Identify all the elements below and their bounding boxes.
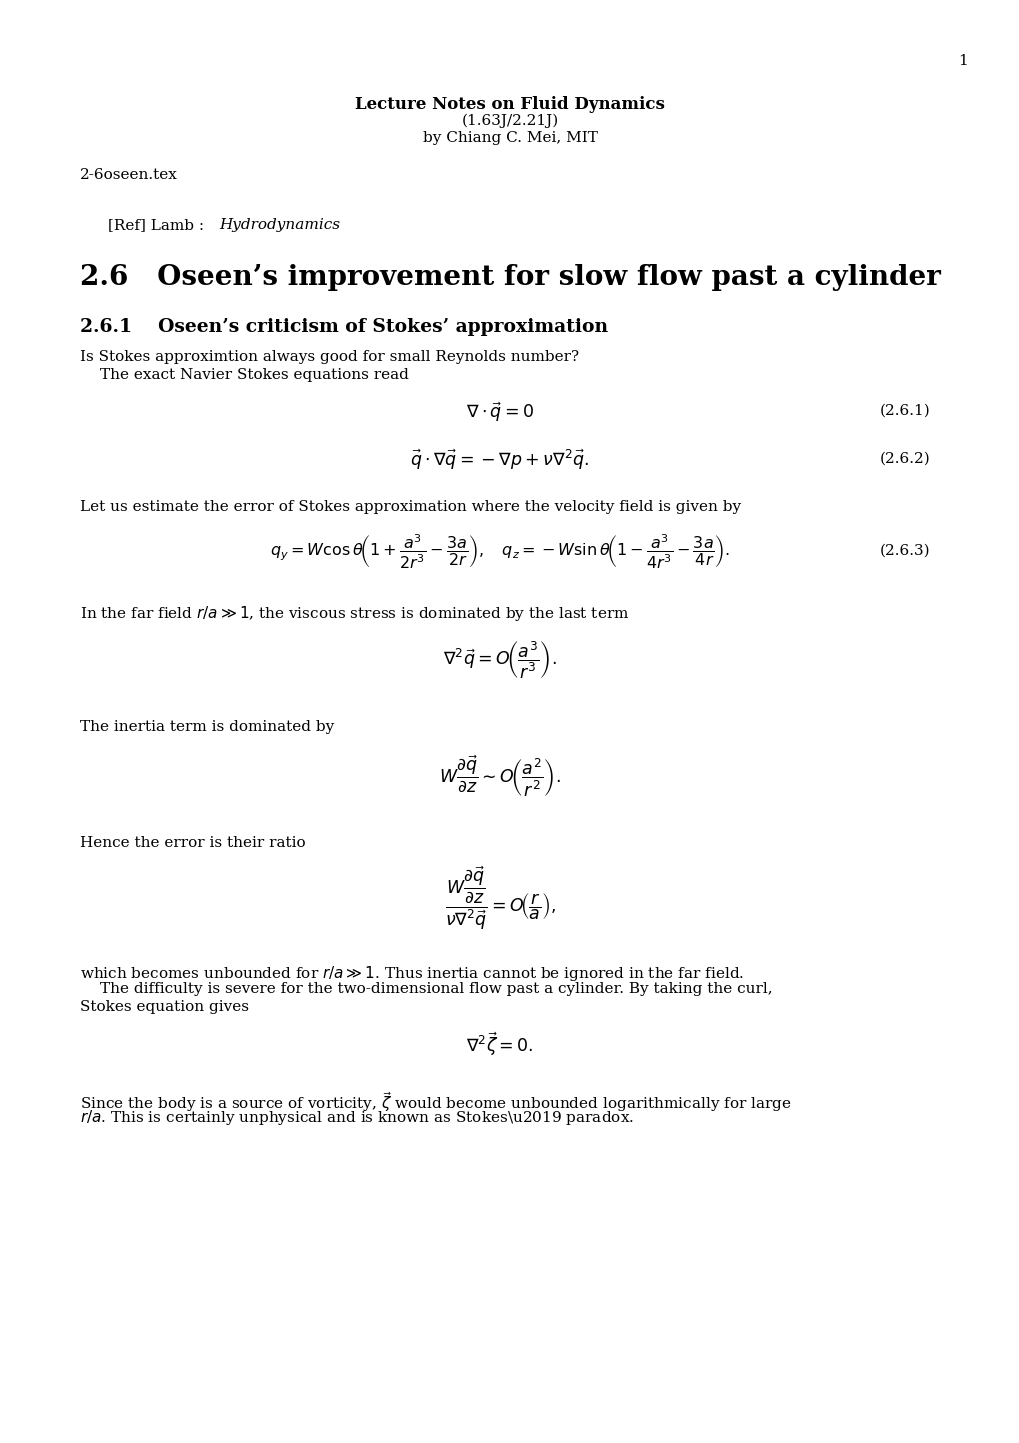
Text: $W\dfrac{\partial\vec{q}}{\partial z} \sim O\!\left(\dfrac{a^2}{r^2}\right).$: $W\dfrac{\partial\vec{q}}{\partial z} \s… — [438, 753, 560, 798]
Text: $\nabla \cdot \vec{q} = 0$: $\nabla \cdot \vec{q} = 0$ — [466, 400, 534, 424]
Text: $\nabla^2\vec{\zeta} = 0.$: $\nabla^2\vec{\zeta} = 0.$ — [466, 1030, 533, 1058]
Text: Since the body is a source of vorticity, $\vec{\zeta}$ would become unbounded lo: Since the body is a source of vorticity,… — [79, 1089, 791, 1114]
Text: Hydrodynamics: Hydrodynamics — [219, 218, 339, 232]
Text: Stokes equation gives: Stokes equation gives — [79, 1000, 249, 1014]
Text: The exact Navier Stokes equations read: The exact Navier Stokes equations read — [100, 368, 409, 382]
Text: by Chiang C. Mei, MIT: by Chiang C. Mei, MIT — [422, 131, 597, 144]
Text: Is Stokes approximtion always good for small Reynolds number?: Is Stokes approximtion always good for s… — [79, 351, 579, 364]
Text: (2.6.3): (2.6.3) — [879, 544, 929, 558]
Text: $\dfrac{W\dfrac{\partial\vec{q}}{\partial z}}{\nu\nabla^2\vec{q}} = O\!\left(\df: $\dfrac{W\dfrac{\partial\vec{q}}{\partia… — [444, 864, 555, 932]
Text: (2.6.2): (2.6.2) — [879, 452, 930, 466]
Text: [Ref] Lamb :: [Ref] Lamb : — [108, 218, 209, 232]
Text: The inertia term is dominated by: The inertia term is dominated by — [79, 720, 334, 734]
Text: (2.6.1): (2.6.1) — [879, 404, 930, 418]
Text: $r/a$. This is certainly unphysical and is known as Stokes\u2019 paradox.: $r/a$. This is certainly unphysical and … — [79, 1108, 634, 1127]
Text: The difficulty is severe for the two-dimensional flow past a cylinder. By taking: The difficulty is severe for the two-dim… — [100, 983, 771, 996]
Text: In the far field $r/a \gg 1$, the viscous stress is dominated by the last term: In the far field $r/a \gg 1$, the viscou… — [79, 605, 629, 623]
Text: which becomes unbounded for $r/a \gg 1$. Thus inertia cannot be ignored in the f: which becomes unbounded for $r/a \gg 1$.… — [79, 964, 744, 983]
Text: $\vec{q} \cdot \nabla\vec{q} = -\nabla p + \nu\nabla^2\vec{q}.$: $\vec{q} \cdot \nabla\vec{q} = -\nabla p… — [410, 447, 589, 472]
Text: 2-6oseen.tex: 2-6oseen.tex — [79, 167, 177, 182]
Text: 2.6   Oseen’s improvement for slow flow past a cylinder: 2.6 Oseen’s improvement for slow flow pa… — [79, 264, 940, 291]
Text: Let us estimate the error of Stokes approximation where the velocity field is gi: Let us estimate the error of Stokes appr… — [79, 501, 741, 514]
Text: $q_y = W\cos\theta\!\left(1 + \dfrac{a^3}{2r^3} - \dfrac{3a}{2r}\right),\quadq_z: $q_y = W\cos\theta\!\left(1 + \dfrac{a^3… — [270, 532, 730, 571]
Text: $\nabla^2\vec{q} = O\!\left(\dfrac{a^3}{r^3}\right).$: $\nabla^2\vec{q} = O\!\left(\dfrac{a^3}{… — [442, 639, 556, 681]
Text: (1.63J/2.21J): (1.63J/2.21J) — [461, 114, 558, 128]
Text: 2.6.1    Oseen’s criticism of Stokes’ approximation: 2.6.1 Oseen’s criticism of Stokes’ appro… — [79, 317, 607, 336]
Text: Lecture Notes on Fluid Dynamics: Lecture Notes on Fluid Dynamics — [355, 97, 664, 113]
Text: Hence the error is their ratio: Hence the error is their ratio — [79, 835, 306, 850]
Text: 1: 1 — [957, 53, 967, 68]
